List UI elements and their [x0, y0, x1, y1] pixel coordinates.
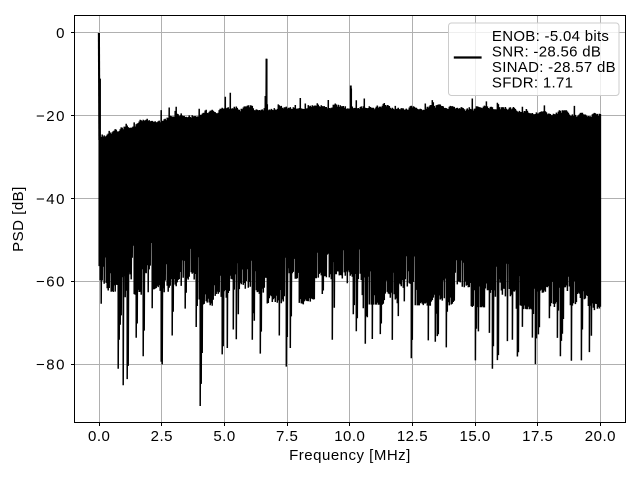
svg-text:−40: −40 [36, 191, 66, 208]
svg-text:17.5: 17.5 [522, 428, 553, 445]
svg-text:7.5: 7.5 [276, 428, 298, 445]
svg-text:SFDR: 1.71: SFDR: 1.71 [492, 75, 573, 92]
svg-text:−80: −80 [36, 357, 66, 374]
svg-text:15.0: 15.0 [459, 428, 490, 445]
svg-text:20.0: 20.0 [585, 428, 616, 445]
svg-text:−60: −60 [36, 274, 66, 291]
svg-text:Frequency [MHz]: Frequency [MHz] [289, 447, 411, 464]
svg-text:PSD [dB]: PSD [dB] [10, 186, 27, 252]
svg-text:0.0: 0.0 [88, 428, 110, 445]
svg-text:5.0: 5.0 [213, 428, 235, 445]
svg-text:10.0: 10.0 [334, 428, 365, 445]
svg-text:0: 0 [56, 25, 66, 42]
svg-text:SNR: -28.56 dB: SNR: -28.56 dB [492, 44, 601, 61]
svg-text:ENOB: -5.04 bits: ENOB: -5.04 bits [492, 28, 609, 45]
svg-text:SINAD: -28.57 dB: SINAD: -28.57 dB [492, 59, 616, 76]
svg-text:2.5: 2.5 [151, 428, 173, 445]
svg-text:12.5: 12.5 [397, 428, 428, 445]
svg-text:−20: −20 [36, 108, 66, 125]
